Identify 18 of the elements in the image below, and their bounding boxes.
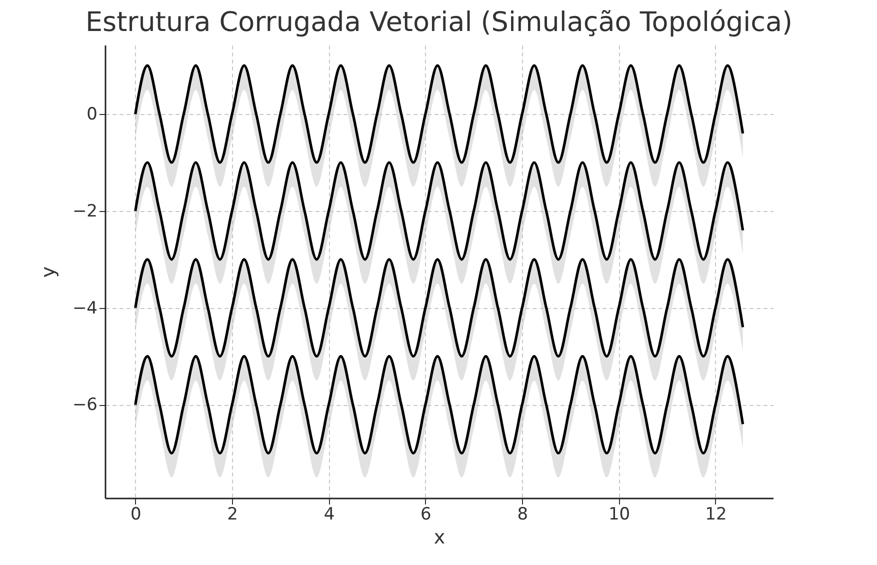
x-tick-label: 4	[324, 504, 335, 524]
x-tick-label: 8	[517, 504, 528, 524]
x-tick-label: 6	[420, 504, 432, 524]
line-series	[134, 258, 744, 358]
y-tick-label: −2	[72, 201, 98, 222]
line-series	[134, 161, 744, 261]
y-axis-title: y	[37, 266, 60, 278]
y-tick-label: −6	[72, 395, 98, 416]
x-axis-title: x	[434, 526, 446, 548]
line-series	[134, 64, 744, 164]
y-tick-label: 0	[86, 104, 98, 125]
x-tick-label: 2	[227, 504, 238, 524]
chart-title: Estrutura Corrugada Vetorial (Simulação Topológica)	[85, 7, 793, 38]
line-series	[134, 354, 744, 454]
x-tick-label: 10	[608, 504, 630, 524]
x-tick-label: 12	[705, 504, 727, 524]
y-tick-label: −4	[72, 298, 98, 318]
x-tick-label: 0	[130, 504, 142, 524]
